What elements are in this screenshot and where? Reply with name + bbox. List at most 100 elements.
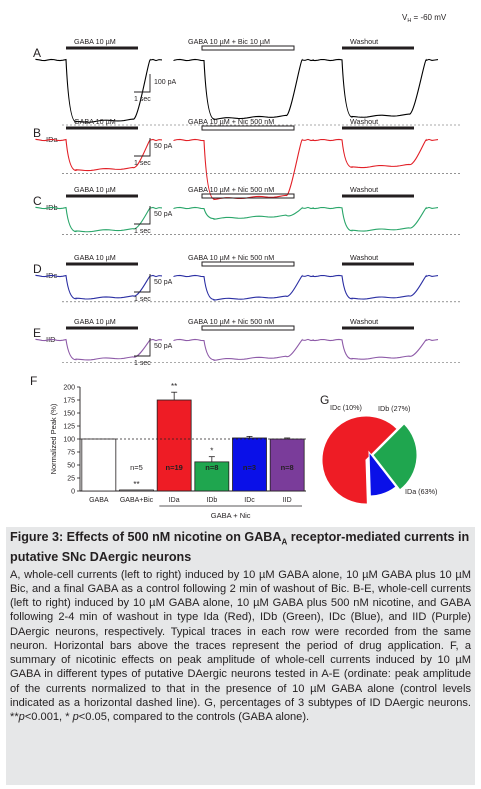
row-a: A GABA 10 µM GABA 10 µM + Bic 10 µM Washout… (33, 37, 462, 126)
current-trace (35, 138, 163, 172)
pie-slice-label: IDc (10%) (330, 403, 362, 412)
drug-application-bar (342, 46, 414, 50)
pie-slice-idc (368, 450, 397, 497)
scale-bar (134, 206, 151, 225)
x-tick-label: GABA+Bic (120, 497, 154, 504)
washout-label: Washout (350, 185, 378, 194)
group-label: GABA + Nic (211, 511, 251, 520)
x-tick-label: GABA (89, 497, 109, 504)
gaba-drug-label: GABA 10 µM + Nic 500 nM (188, 185, 274, 194)
scale-bar-x-label: 1 sec (134, 96, 151, 103)
drug-application-bar (342, 326, 414, 330)
drug-application-double-bar (201, 325, 295, 331)
n-label: n=8 (205, 463, 218, 472)
trace-panels-a-e: A GABA 10 µM GABA 10 µM + Bic 10 µM Washout… (33, 37, 462, 367)
x-tick-label: IDc (244, 497, 255, 504)
gaba-label: GABA 10 µM (74, 253, 116, 262)
panel-g-pie-chart: G IDa (63%) IDb (27%) IDc (10%) (320, 393, 437, 505)
scale-bar (134, 138, 151, 157)
gaba-drug-label: GABA 10 µM + Nic 500 nM (188, 253, 274, 262)
bar-ida (156, 399, 192, 492)
drug-application-bar (66, 194, 138, 198)
drug-application-bar (66, 46, 138, 50)
x-tick-label: IDa (169, 497, 180, 504)
gaba-label: GABA 10 µM (74, 185, 116, 194)
caption-title: Figure 3: Effects of 500 nM nicotine on … (10, 530, 470, 564)
scale-bar-x-label: 1 sec (134, 360, 151, 367)
y-tick-label: 25 (67, 476, 75, 483)
panel-letter: E (33, 326, 41, 340)
scale-bar-y-label: 50 pA (154, 279, 173, 286)
scale-bar-x-label: 1 sec (134, 228, 151, 235)
pie-slice-ida (321, 415, 398, 505)
washout-label: Washout (350, 317, 378, 326)
x-tick-label: IID (283, 497, 292, 504)
scale-bar (134, 338, 151, 357)
scale-bar-x-label: 1 sec (134, 296, 151, 303)
panel-letter: B (33, 126, 41, 140)
gaba-label: GABA 10 µM (74, 317, 116, 326)
drug-application-double-bar (201, 125, 295, 131)
current-trace (173, 206, 315, 220)
washout-label: Washout (350, 253, 378, 262)
scale-bar-x-label: 1 sec (134, 160, 151, 167)
scale-bar-y-label: 50 pA (154, 211, 173, 218)
y-tick-label: 175 (63, 398, 75, 405)
current-trace (173, 58, 315, 121)
gaba-drug-label: GABA 10 µM + Nic 500 nM (188, 317, 274, 326)
bar-gaba-bic (119, 489, 154, 492)
caption-body: A, whole-cell currents (left to right) i… (10, 568, 471, 724)
y-tick-label: 200 (63, 385, 75, 392)
panel-letter: G (320, 393, 329, 407)
y-tick-label: 100 (63, 437, 75, 444)
drug-application-bar (342, 262, 414, 266)
scale-bar (134, 274, 151, 293)
bar-idb (194, 461, 230, 492)
current-trace (173, 274, 315, 301)
n-label: n=19 (166, 463, 183, 472)
bar-gaba (81, 438, 117, 492)
current-trace (311, 138, 439, 169)
y-tick-label: 0 (71, 489, 75, 496)
pie-slice-idb (372, 423, 418, 491)
current-trace (311, 206, 439, 232)
drug-application-bar (342, 126, 414, 130)
current-trace (35, 338, 163, 361)
bar-idc (232, 437, 267, 492)
scale-bar-y-label: 50 pA (154, 343, 173, 350)
scale-bar (134, 74, 151, 93)
drug-application-bar (66, 326, 138, 330)
bar-iid (269, 438, 305, 492)
y-tick-label: 150 (63, 411, 75, 418)
current-trace (173, 338, 315, 361)
gaba-label: GABA 10 µM (74, 37, 116, 46)
gaba-label: GABA 10 µM (74, 117, 116, 126)
drug-application-bar (66, 126, 138, 130)
y-tick-label: 125 (63, 424, 75, 431)
n-label: n=8 (281, 463, 294, 472)
y-axis-label: Normalized Peak (%) (49, 403, 58, 474)
current-trace (35, 58, 163, 123)
panel-letter: A (33, 46, 41, 60)
y-tick-label: 50 (67, 463, 75, 470)
drug-application-double-bar (201, 193, 295, 199)
current-trace (35, 274, 163, 300)
significance-marker: ** (133, 480, 139, 489)
panel-letter: D (33, 262, 42, 276)
gaba-drug-label: GABA 10 µM + Nic 500 nM (188, 117, 274, 126)
pie-slice-label: IDb (27%) (378, 404, 410, 413)
current-trace (35, 206, 163, 233)
n-label: n=5 (130, 463, 143, 472)
current-trace (173, 138, 315, 201)
current-trace (311, 274, 439, 300)
washout-label: Washout (350, 117, 378, 126)
panel-letter: F (30, 374, 37, 388)
y-tick-label: 75 (67, 450, 75, 457)
current-trace (311, 338, 439, 360)
drug-application-bar (66, 262, 138, 266)
drug-application-double-bar (201, 45, 295, 51)
significance-marker: * (210, 447, 213, 456)
